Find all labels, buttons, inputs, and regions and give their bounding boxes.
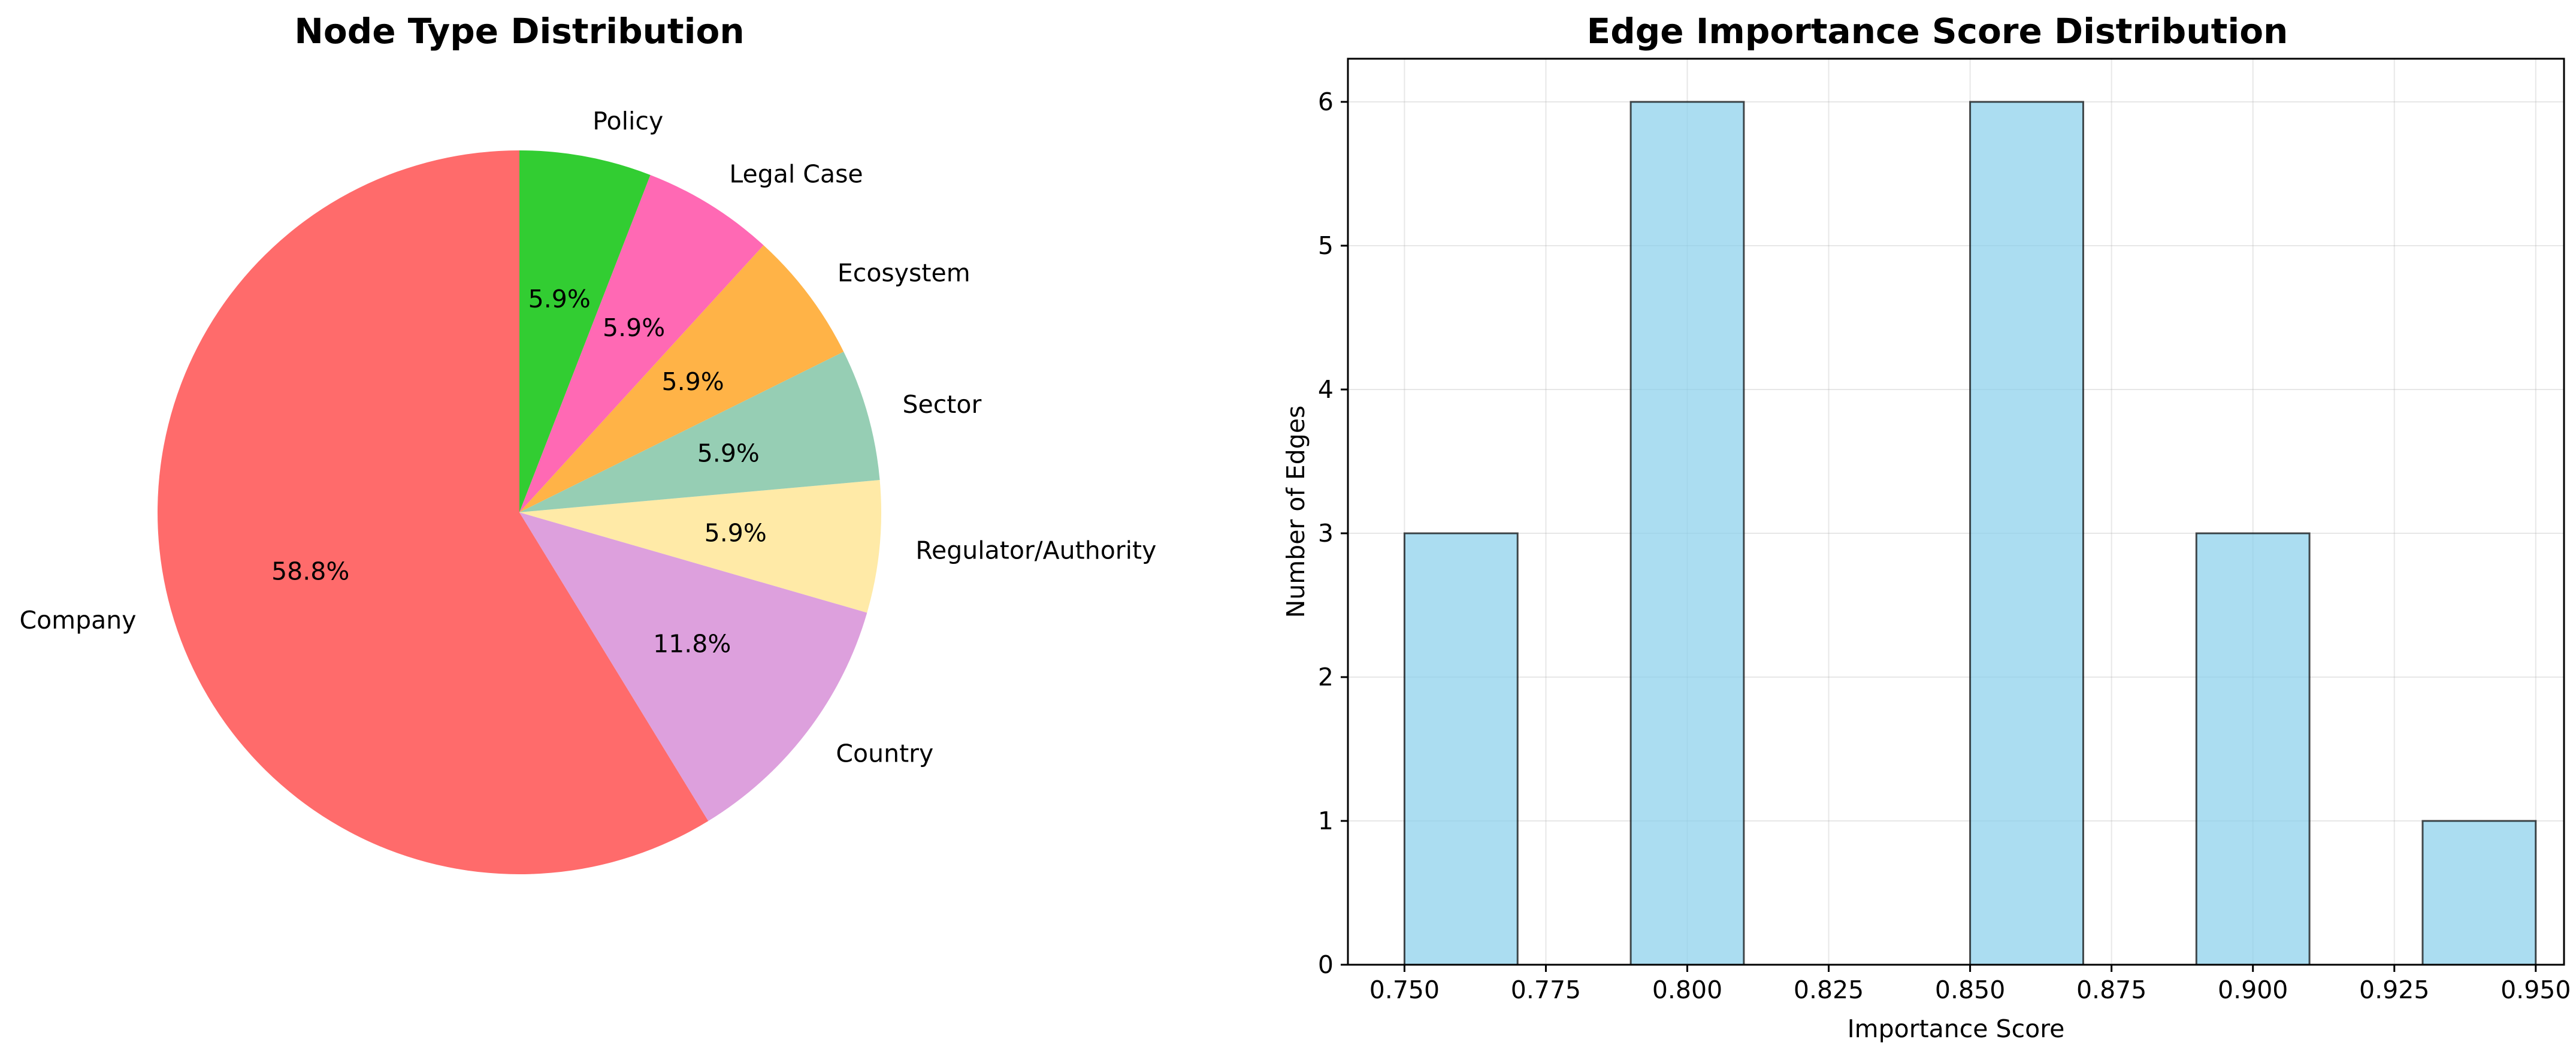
pie-slices [158,150,882,874]
pie-labels: Company 58.8% Country 11.8% Regulator/Author… [19,107,1156,768]
histogram-y-axis-label: Number of Edges [1281,406,1310,618]
histogram-x-axis-label: Importance Score [1848,1014,2065,1043]
y-tick-label-6: 6 [1318,87,1334,116]
pie-percent-sector: 5.9% [697,439,760,468]
y-tick-label-0: 0 [1318,950,1334,979]
histogram-bar-2 [1629,101,1745,966]
pie-label-country: Country [836,739,933,768]
x-tick-label-6: 0.900 [2218,976,2288,1004]
y-tick-label-1: 1 [1318,807,1334,835]
histogram-bar-7 [2195,532,2311,966]
pie-label-legal-case: Legal Case [729,160,863,189]
pie-label-company: Company [19,606,136,635]
x-tick-label-4: 0.850 [1935,976,2005,1004]
x-tick-label-2: 0.800 [1652,976,1722,1004]
x-tick-label-7: 0.925 [2359,976,2429,1004]
pie-percent-ecosystem: 5.9% [662,367,724,396]
histogram-axes-frame [1347,58,2565,966]
y-tick-label-2: 2 [1318,663,1334,691]
pie-label-sector: Sector [903,390,982,419]
x-tick-label-0: 0.750 [1369,976,1440,1004]
histogram-title: Edge Importance Score Distribution [1587,11,2288,52]
histogram-bar-0 [1403,532,1519,966]
pie-percent-legal-case: 5.9% [603,313,665,342]
histogram-bars [1403,101,2537,966]
x-tick-label-3: 0.825 [1794,976,1864,1004]
histogram-bar-5 [1969,101,2084,966]
pie-label-policy: Policy [592,107,663,135]
pie-chart: Node Type Distribution Company 58.8% Count… [19,11,1156,874]
x-tick-label-5: 0.875 [2076,976,2146,1004]
pie-slice-country [519,512,867,822]
pie-slice-company [158,150,709,874]
y-tick-label-5: 5 [1318,231,1334,260]
y-tick-label-3: 3 [1318,519,1334,548]
histogram-y-ticks: 0 1 2 3 4 5 6 [1318,87,1348,979]
pie-slice-sector [519,351,880,512]
histogram-x-ticks: 0.750 0.775 0.800 0.825 0.850 0.875 0.900 0.925… [1369,965,2571,1004]
histogram-chart: Edge Importance Score Distribution 0.750… [1281,11,2571,1043]
pie-percent-company: 58.8% [271,557,349,585]
pie-slice-ecosystem [519,245,844,512]
pie-slice-regulator-authority [519,480,882,613]
pie-label-ecosystem: Ecosystem [837,259,970,288]
pie-percent-policy: 5.9% [528,285,591,313]
pie-slice-policy [519,150,651,512]
pie-chart-title: Node Type Distribution [294,11,744,52]
x-tick-label-1: 0.775 [1511,976,1581,1004]
x-tick-label-8: 0.950 [2501,976,2571,1004]
histogram-grid [1348,59,2564,965]
pie-percent-regulator-authority: 5.9% [705,519,767,548]
y-tick-label-4: 4 [1318,375,1334,404]
histogram-bar-9 [2421,820,2537,966]
pie-label-regulator-authority: Regulator/Authority [915,536,1156,565]
pie-percent-country: 11.8% [653,630,731,659]
pie-slice-legal-case [519,174,764,512]
